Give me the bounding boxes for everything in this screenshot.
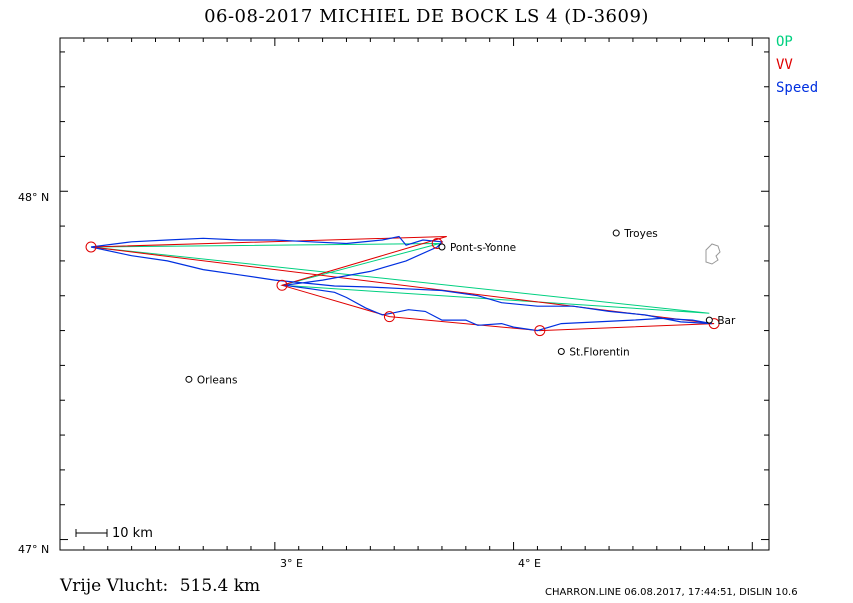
place-marker <box>185 375 193 383</box>
op-route <box>90 243 710 314</box>
turnpoint-marker <box>276 279 288 291</box>
legend-op: OP <box>776 34 793 50</box>
turnpoint-marker <box>85 241 97 253</box>
lon-label-3: 3° E <box>280 557 303 570</box>
map-title: 06-08-2017 MICHIEL DE BOCK LS 4 (D-3609) <box>204 6 649 27</box>
turnpoint-marker <box>383 311 395 323</box>
flight-track <box>90 235 712 332</box>
place-marker <box>705 316 713 324</box>
lat-label-47: 47° N <box>18 543 50 556</box>
scale-bar-label: 10 km <box>112 526 153 541</box>
place-marker <box>612 229 620 237</box>
place-marker <box>438 243 446 251</box>
footer-credit: CHARRON.LINE 06.08.2017, 17:44:51, DISLI… <box>545 587 798 598</box>
distance-label: Vrije Vlucht: <box>60 576 169 596</box>
vv-route <box>90 236 715 332</box>
distance-value: 515.4 km <box>179 576 261 596</box>
map-frame <box>59 37 770 551</box>
place-label: Bar <box>717 315 736 327</box>
lon-label-4: 4° E <box>518 557 541 570</box>
legend-vv: VV <box>776 57 793 73</box>
place-marker <box>557 347 565 355</box>
place-label: Troyes <box>623 228 658 240</box>
place-label: St.Florentin <box>569 346 629 358</box>
place-label: Pont-s-Yonne <box>450 242 516 254</box>
turnpoint-marker <box>534 325 546 337</box>
place-label: Orleans <box>197 374 238 386</box>
airspace-outline <box>705 243 721 265</box>
lat-label-48: 48° N <box>18 191 50 204</box>
legend-speed: Speed <box>776 80 819 96</box>
free-flight-distance: Vrije Vlucht: 515.4 km <box>60 576 260 596</box>
